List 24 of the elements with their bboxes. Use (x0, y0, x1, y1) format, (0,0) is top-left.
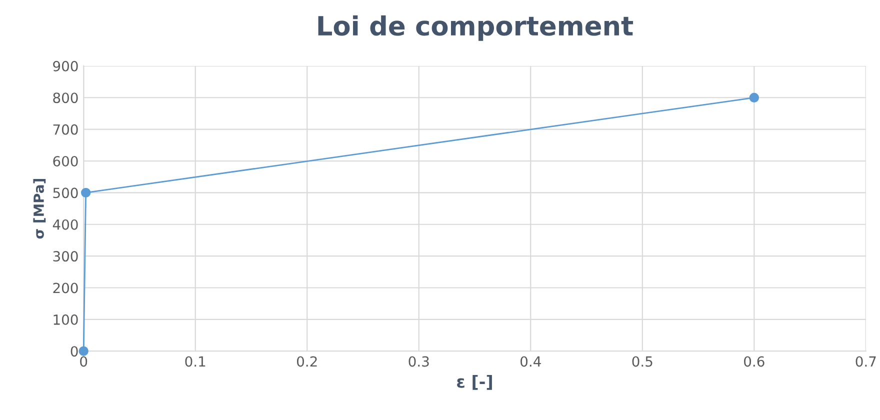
point (749, 92, 760, 102)
x-tick-label: 0.1 (185, 356, 206, 367)
y-tick-label: 800 (53, 92, 78, 104)
y-tick-label: 600 (53, 156, 78, 166)
y-tick-label: 300 (53, 251, 78, 262)
x-tick-label: 0.5 (632, 356, 652, 367)
y-tick-label: 100 (54, 314, 78, 325)
x-tick-label: 0.4 (520, 356, 541, 367)
y-tick-label: 400 (52, 219, 78, 230)
x-axis-title: ε [-] (457, 374, 492, 390)
point (80, 188, 91, 198)
x-tick-label: 0 (80, 356, 88, 367)
point (78, 346, 88, 356)
y-tick-label: 200 (53, 282, 78, 294)
y-tick-label: 0 (70, 346, 78, 357)
y-axis-title: σ [MPa] (33, 179, 46, 239)
x-tick-label: 0.2 (296, 356, 317, 367)
chart-title: Loi de comportement (318, 15, 634, 41)
y-tick-label: 900 (53, 60, 78, 72)
x-tick-label: 0.7 (856, 356, 876, 367)
x-tick-label: 0.6 (744, 356, 764, 367)
y-tick-label: 500 (53, 188, 78, 198)
y-tick-label: 700 (53, 124, 78, 135)
x-tick-label: 0.3 (408, 356, 429, 367)
